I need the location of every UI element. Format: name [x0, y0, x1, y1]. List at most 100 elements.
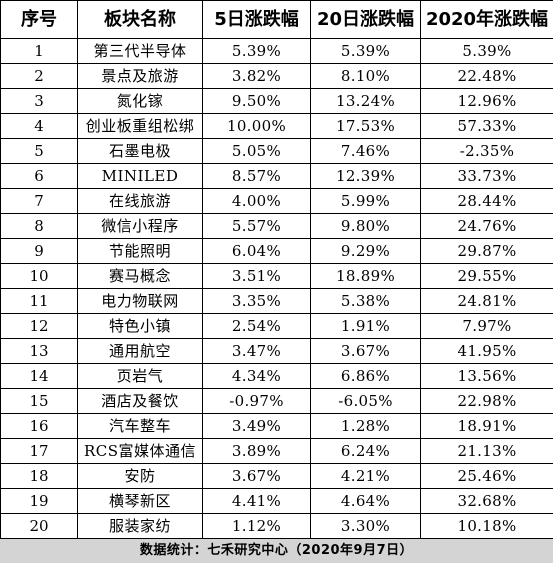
cell-5day-change: 5.05%: [202, 138, 311, 164]
cell-index: 8: [0, 213, 78, 239]
cell-ytd-change: 21.13%: [420, 438, 553, 464]
cell-20day-change: 5.38%: [310, 288, 421, 314]
cell-sector-name: 景点及旅游: [77, 63, 203, 89]
header-row: 序号 板块名称 5日涨跌幅 20日涨跌幅 2020年涨跌幅: [0, 0, 553, 39]
cell-ytd-change: 24.81%: [420, 288, 553, 314]
cell-20day-change: 3.30%: [310, 513, 421, 539]
cell-ytd-change: 13.56%: [420, 363, 553, 389]
cell-5day-change: 3.89%: [202, 438, 311, 464]
cell-index: 3: [0, 88, 78, 114]
cell-20day-change: 1.91%: [310, 313, 421, 339]
cell-20day-change: 5.39%: [310, 38, 421, 64]
table-row: 15 酒店及餐饮 -0.97% -6.05% 22.98%: [0, 388, 553, 414]
table-row: 6 MINILED 8.57% 12.39% 33.73%: [0, 163, 553, 189]
cell-index: 13: [0, 338, 78, 364]
cell-index: 14: [0, 363, 78, 389]
table-row: 16 汽车整车 3.49% 1.28% 18.91%: [0, 413, 553, 439]
cell-20day-change: 7.46%: [310, 138, 421, 164]
header-20day-change: 20日涨跌幅: [310, 0, 421, 39]
cell-sector-name: 页岩气: [77, 363, 203, 389]
cell-ytd-change: -2.35%: [420, 138, 553, 164]
cell-20day-change: 6.24%: [310, 438, 421, 464]
cell-20day-change: 4.21%: [310, 463, 421, 489]
cell-5day-change: 3.47%: [202, 338, 311, 364]
cell-ytd-change: 28.44%: [420, 188, 553, 214]
cell-sector-name: 微信小程序: [77, 213, 203, 239]
cell-5day-change: 4.41%: [202, 488, 311, 514]
header-ytd-change: 2020年涨跌幅: [420, 0, 553, 39]
cell-index: 20: [0, 513, 78, 539]
table-row: 2 景点及旅游 3.82% 8.10% 22.48%: [0, 63, 553, 89]
cell-20day-change: 9.29%: [310, 238, 421, 264]
cell-index: 11: [0, 288, 78, 314]
cell-20day-change: 5.99%: [310, 188, 421, 214]
cell-index: 17: [0, 438, 78, 464]
cell-sector-name: RCS富媒体通信: [77, 438, 203, 464]
cell-20day-change: 12.39%: [310, 163, 421, 189]
cell-index: 6: [0, 163, 78, 189]
footnote: 数据统计：七禾研究中心（2020年9月7日）: [0, 538, 553, 563]
cell-5day-change: 9.50%: [202, 88, 311, 114]
table-row: 9 节能照明 6.04% 9.29% 29.87%: [0, 238, 553, 264]
cell-ytd-change: 12.96%: [420, 88, 553, 114]
cell-ytd-change: 32.68%: [420, 488, 553, 514]
cell-ytd-change: 25.46%: [420, 463, 553, 489]
sector-performance-table: 序号 板块名称 5日涨跌幅 20日涨跌幅 2020年涨跌幅 1 第三代半导体 5.39% 5.…: [0, 0, 553, 539]
cell-ytd-change: 33.73%: [420, 163, 553, 189]
table-row: 13 通用航空 3.47% 3.67% 41.95%: [0, 338, 553, 364]
cell-20day-change: 4.64%: [310, 488, 421, 514]
cell-index: 5: [0, 138, 78, 164]
cell-5day-change: 3.67%: [202, 463, 311, 489]
cell-5day-change: 8.57%: [202, 163, 311, 189]
table-row: 19 横琴新区 4.41% 4.64% 32.68%: [0, 488, 553, 514]
cell-sector-name: 特色小镇: [77, 313, 203, 339]
cell-sector-name: 在线旅游: [77, 188, 203, 214]
cell-5day-change: 4.34%: [202, 363, 311, 389]
cell-20day-change: 9.80%: [310, 213, 421, 239]
cell-20day-change: 18.89%: [310, 263, 421, 289]
header-5day-change: 5日涨跌幅: [202, 0, 311, 39]
table-row: 12 特色小镇 2.54% 1.91% 7.97%: [0, 313, 553, 339]
cell-20day-change: 13.24%: [310, 88, 421, 114]
table-row: 20 服装家纺 1.12% 3.30% 10.18%: [0, 513, 553, 539]
cell-5day-change: 3.82%: [202, 63, 311, 89]
cell-index: 12: [0, 313, 78, 339]
cell-index: 19: [0, 488, 78, 514]
cell-5day-change: 3.35%: [202, 288, 311, 314]
cell-ytd-change: 22.48%: [420, 63, 553, 89]
cell-sector-name: 节能照明: [77, 238, 203, 264]
cell-ytd-change: 24.76%: [420, 213, 553, 239]
table-row: 14 页岩气 4.34% 6.86% 13.56%: [0, 363, 553, 389]
cell-ytd-change: 41.95%: [420, 338, 553, 364]
cell-20day-change: 3.67%: [310, 338, 421, 364]
table-body: 1 第三代半导体 5.39% 5.39% 5.39% 2 景点及旅游 3.82% 8.10% 22…: [0, 38, 553, 539]
cell-5day-change: -0.97%: [202, 388, 311, 414]
cell-sector-name: 安防: [77, 463, 203, 489]
cell-sector-name: 创业板重组松绑: [77, 113, 203, 139]
table-row: 18 安防 3.67% 4.21% 25.46%: [0, 463, 553, 489]
cell-ytd-change: 22.98%: [420, 388, 553, 414]
cell-sector-name: 汽车整车: [77, 413, 203, 439]
table-row: 11 电力物联网 3.35% 5.38% 24.81%: [0, 288, 553, 314]
cell-ytd-change: 57.33%: [420, 113, 553, 139]
table-row: 1 第三代半导体 5.39% 5.39% 5.39%: [0, 38, 553, 64]
header-sector-name: 板块名称: [77, 0, 203, 39]
cell-index: 10: [0, 263, 78, 289]
cell-index: 9: [0, 238, 78, 264]
cell-5day-change: 5.57%: [202, 213, 311, 239]
cell-sector-name: 石墨电极: [77, 138, 203, 164]
table-row: 8 微信小程序 5.57% 9.80% 24.76%: [0, 213, 553, 239]
cell-ytd-change: 5.39%: [420, 38, 553, 64]
cell-5day-change: 10.00%: [202, 113, 311, 139]
cell-sector-name: 酒店及餐饮: [77, 388, 203, 414]
cell-sector-name: 服装家纺: [77, 513, 203, 539]
cell-index: 7: [0, 188, 78, 214]
table-row: 7 在线旅游 4.00% 5.99% 28.44%: [0, 188, 553, 214]
table-row: 3 氮化镓 9.50% 13.24% 12.96%: [0, 88, 553, 114]
cell-sector-name: MINILED: [77, 163, 203, 189]
cell-sector-name: 通用航空: [77, 338, 203, 364]
cell-sector-name: 氮化镓: [77, 88, 203, 114]
cell-ytd-change: 10.18%: [420, 513, 553, 539]
cell-20day-change: 8.10%: [310, 63, 421, 89]
cell-5day-change: 1.12%: [202, 513, 311, 539]
